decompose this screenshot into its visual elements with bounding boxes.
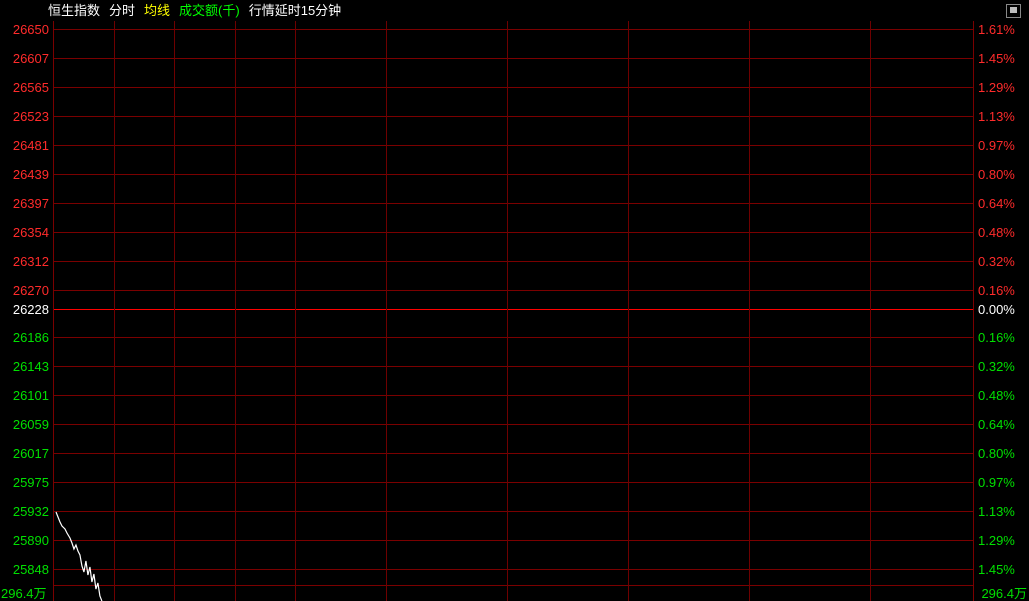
restore-window-button[interactable]: [1006, 4, 1021, 18]
percent-tick-zero: 0.00%: [978, 302, 1015, 317]
gridline-v: [174, 21, 175, 601]
price-tick: 26312: [12, 254, 49, 269]
percent-tick: 1.45%: [978, 562, 1015, 577]
gridline-v: [749, 21, 750, 601]
gridline-h: [54, 174, 973, 175]
percent-axis: 1.61% 1.45% 1.29% 1.13% 0.97% 0.80% 0.64…: [974, 21, 1029, 601]
percent-tick: 1.29%: [978, 80, 1015, 95]
volume-axis-right-label: 296.4万: [981, 586, 1027, 601]
gridline-h: [54, 569, 973, 570]
percent-tick: 0.16%: [978, 330, 1015, 345]
gridline-h: [54, 87, 973, 88]
percent-tick: 0.80%: [978, 167, 1015, 182]
price-tick: 26565: [12, 80, 49, 95]
chart-title-bar: 恒生指数 分时 均线 成交额(千) 行情延时15分钟: [0, 0, 1029, 22]
restore-window-icon: [1010, 7, 1017, 13]
gridline-h: [54, 261, 973, 262]
price-tick: 26186: [12, 330, 49, 345]
gridline-h: [54, 290, 973, 291]
plot-canvas[interactable]: [53, 21, 974, 601]
gridline-h: [54, 395, 973, 396]
price-tick: 26397: [12, 196, 49, 211]
mode-intraday-label[interactable]: 分时: [109, 3, 136, 18]
gridline-h: [54, 540, 973, 541]
gridline-v: [507, 21, 508, 601]
zero-reference-line: [54, 309, 973, 310]
percent-tick: 1.61%: [978, 22, 1015, 37]
gridline-v: [628, 21, 629, 601]
gridline-v: [114, 21, 115, 601]
price-tick: 26143: [12, 359, 49, 374]
gridline-v: [870, 21, 871, 601]
percent-tick: 0.97%: [978, 475, 1015, 490]
gridline-h: [54, 29, 973, 30]
gridline-h: [54, 145, 973, 146]
gridline-h: [54, 424, 973, 425]
price-tick-zero: 26228: [12, 302, 49, 317]
intraday-price-line: [55, 511, 103, 601]
price-tick: 26523: [12, 109, 49, 124]
percent-tick: 1.29%: [978, 533, 1015, 548]
price-tick: 25932: [12, 504, 49, 519]
gridline-h: [54, 337, 973, 338]
percent-tick: 0.97%: [978, 138, 1015, 153]
price-tick: 25890: [12, 533, 49, 548]
instrument-name: 恒生指数: [48, 3, 101, 18]
percent-tick: 0.32%: [978, 254, 1015, 269]
gridline-v: [386, 21, 387, 601]
gridline-h: [54, 203, 973, 204]
price-tick: 26059: [12, 417, 49, 432]
price-tick: 26607: [12, 51, 49, 66]
price-tick: 26354: [12, 225, 49, 240]
price-tick: 25975: [12, 475, 49, 490]
price-tick: 26270: [12, 283, 49, 298]
price-tick: 25848: [12, 562, 49, 577]
gridline-h: [54, 116, 973, 117]
percent-tick: 0.64%: [978, 417, 1015, 432]
percent-tick: 0.48%: [978, 388, 1015, 403]
gridline-h: [54, 482, 973, 483]
price-tick: 26439: [12, 167, 49, 182]
delay-note-label: 行情延时15分钟: [248, 3, 342, 18]
price-tick: 26481: [12, 138, 49, 153]
percent-tick: 0.64%: [978, 196, 1015, 211]
gridline-h: [54, 366, 973, 367]
gridline-h: [54, 58, 973, 59]
percent-tick: 1.13%: [978, 504, 1015, 519]
volume-axis-left-label: 296.4万: [1, 586, 47, 601]
mode-moving-average-label[interactable]: 均线: [144, 3, 171, 18]
gridline-h: [54, 232, 973, 233]
percent-tick: 0.16%: [978, 283, 1015, 298]
gridline-h: [54, 511, 973, 512]
percent-tick: 0.80%: [978, 446, 1015, 461]
price-tick: 26101: [12, 388, 49, 403]
gridline-v: [235, 21, 236, 601]
price-tick: 26017: [12, 446, 49, 461]
price-axis: 26650 26607 26565 26523 26481 26439 2639…: [0, 21, 53, 601]
percent-tick: 0.48%: [978, 225, 1015, 240]
gridline-v: [295, 21, 296, 601]
chart-area: 26650 26607 26565 26523 26481 26439 2639…: [0, 21, 1029, 601]
title-left-spacer: [0, 0, 48, 21]
percent-tick: 1.45%: [978, 51, 1015, 66]
price-tick: 26650: [12, 22, 49, 37]
gridline-h: [54, 453, 973, 454]
volume-legend-label: 成交额(千): [179, 3, 240, 18]
percent-tick: 0.32%: [978, 359, 1015, 374]
volume-pane-separator: [54, 585, 973, 586]
percent-tick: 1.13%: [978, 109, 1015, 124]
